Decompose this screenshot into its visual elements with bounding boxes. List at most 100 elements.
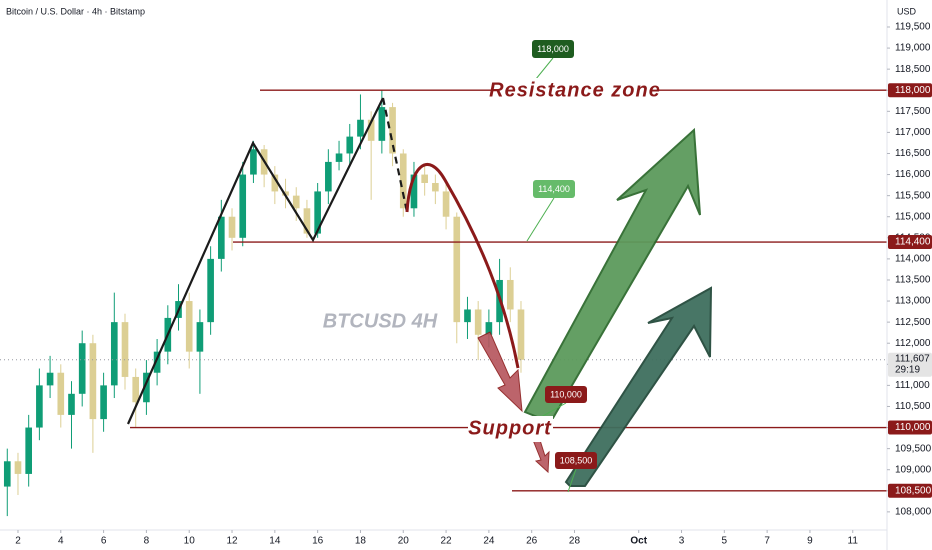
candle-body: [25, 427, 32, 474]
candle-body: [453, 216, 461, 323]
x-tick-label: 8: [144, 536, 150, 547]
x-tick-label: 9: [807, 536, 813, 547]
y-tick-label: 117,000: [895, 127, 931, 138]
y-tick-label: 113,500: [895, 275, 931, 286]
down-arrow-small: [532, 436, 550, 474]
x-tick-label: 14: [269, 536, 281, 547]
candle-body: [121, 322, 129, 377]
x-tick-label: 7: [764, 536, 770, 547]
candle-body: [153, 351, 161, 373]
candle-body: [485, 322, 493, 335]
callout-label: 114,400: [538, 184, 570, 194]
candle-body: [389, 107, 396, 154]
candle-body: [239, 174, 247, 238]
x-tick-label: 20: [398, 536, 410, 547]
projection-curve: [405, 163, 520, 369]
candle-body: [367, 119, 375, 141]
last-price-badge: [888, 352, 932, 377]
candle-body: [207, 258, 214, 323]
axis-layer: 108,000 108,500 109,000 109,500 110,000 110,5…: [15, 22, 932, 547]
candle-body: [314, 191, 321, 234]
y-tick-label: 112,500: [895, 317, 931, 328]
candle-body: [335, 153, 343, 162]
candle-body: [399, 153, 407, 209]
support-label: Support: [468, 417, 552, 439]
candle-body: [517, 309, 525, 360]
callout-label: 118,000: [537, 44, 569, 54]
up-arrow-large: [523, 127, 701, 419]
price-badge-label: 110,000: [895, 422, 931, 433]
candle-body: [89, 343, 97, 420]
candle-body: [346, 136, 354, 154]
y-tick-label: 109,000: [895, 464, 932, 475]
candle-body: [68, 393, 75, 415]
zigzag-dashed: [381, 97, 409, 213]
candle-body: [228, 216, 236, 238]
candle-body: [303, 208, 311, 234]
callout-label: 108,500: [560, 455, 593, 465]
callout-label: 110,000: [550, 389, 582, 399]
y-tick-label: 119,500: [895, 22, 931, 33]
price-badge-label: 114,400: [895, 237, 931, 248]
y-tick-label: 109,500: [895, 443, 932, 454]
callout-box: [533, 180, 575, 198]
candle-body: [110, 322, 118, 386]
chart-title: Bitcoin / U.S. Dollar · 4h · Bitstamp: [6, 6, 145, 16]
x-tick-label: 3: [679, 536, 685, 547]
x-tick-label: 22: [441, 536, 453, 547]
x-tick-label: 16: [312, 536, 324, 547]
countdown-label: 29:19: [895, 364, 920, 375]
levels-layer: [0, 89, 887, 492]
x-tick-label: 5: [722, 536, 728, 547]
candle-body: [57, 372, 65, 415]
down-arrow: [477, 331, 523, 413]
price-badge: [888, 235, 932, 250]
candle-body: [410, 174, 418, 209]
x-tick-label: 12: [226, 536, 238, 547]
x-tick-label: 6: [101, 536, 107, 547]
callout-leader: [526, 197, 555, 242]
label-bg: [468, 416, 553, 442]
candle-body: [378, 107, 386, 141]
price-badge: [888, 83, 932, 98]
x-tick-label: 4: [58, 536, 64, 547]
candle-body: [271, 174, 279, 192]
y-tick-label: 115,000: [895, 211, 931, 222]
candle-body: [250, 149, 257, 175]
candle-body: [46, 372, 54, 386]
candle-body: [218, 216, 225, 259]
resistance-label: Resistance zone: [489, 79, 661, 101]
price-badge-label: 118,000: [895, 85, 931, 96]
last-price-label: 111,607: [895, 353, 930, 364]
currency-label: USD: [897, 6, 917, 16]
watermark: BTCUSD 4H: [323, 310, 438, 332]
y-tick-label: 116,500: [895, 148, 931, 159]
x-tick-label: 10: [184, 536, 196, 547]
label-bg: [492, 78, 657, 104]
candle-body: [185, 301, 193, 352]
candle-body: [132, 376, 140, 403]
candle-body: [325, 161, 332, 192]
candle-body: [357, 119, 364, 137]
x-tick-label: 11: [848, 536, 859, 547]
up-arrow-small: [564, 286, 713, 487]
y-tick-label: 119,000: [895, 43, 931, 54]
candle-body: [474, 309, 482, 335]
x-tick-label: 2: [15, 536, 21, 547]
callout-box: [532, 40, 574, 58]
callout-leader: [540, 402, 567, 418]
y-tick-label: 108,000: [895, 507, 932, 518]
candle-body: [421, 174, 428, 183]
candle-body: [442, 191, 450, 217]
x-tick-label: 26: [526, 536, 538, 547]
callout-box: [545, 386, 587, 403]
x-tick-label: 28: [569, 536, 581, 547]
x-tick-label: Oct: [630, 536, 647, 547]
candle-body: [143, 372, 150, 403]
y-tick-label: 117,500: [895, 106, 931, 117]
y-tick-label: 115,500: [895, 190, 931, 201]
candle-body: [432, 182, 439, 192]
y-tick-label: 112,000: [895, 338, 931, 349]
candle-body: [464, 309, 471, 323]
